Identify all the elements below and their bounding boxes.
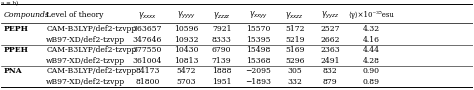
Text: 7921: 7921 (212, 25, 231, 33)
Text: Compounds: Compounds (4, 11, 49, 19)
Text: 10932: 10932 (174, 36, 199, 44)
Text: 8333: 8333 (212, 36, 232, 44)
Text: 4.44: 4.44 (363, 46, 380, 54)
Text: 305: 305 (287, 67, 302, 75)
Text: 1888: 1888 (212, 67, 231, 75)
Text: 5172: 5172 (285, 25, 304, 33)
Text: CAM-B3LYP/def2-tzvpp: CAM-B3LYP/def2-tzvpp (46, 67, 137, 75)
Text: CAM-B3LYP/def2-tzvpp: CAM-B3LYP/def2-tzvpp (46, 46, 137, 54)
Text: Level of theory: Level of theory (46, 11, 103, 19)
Text: 4.32: 4.32 (363, 25, 380, 33)
Text: 0.90: 0.90 (363, 67, 380, 75)
Text: 5169: 5169 (285, 46, 304, 54)
Text: 332: 332 (287, 78, 302, 86)
Text: $\gamma_{yyzz}$: $\gamma_{yyzz}$ (321, 10, 339, 21)
Text: $\gamma_{yyyy}$: $\gamma_{yyyy}$ (177, 10, 196, 21)
Text: ⟨γ⟩×10⁻³⁵esu: ⟨γ⟩×10⁻³⁵esu (348, 11, 394, 19)
Text: 84173: 84173 (135, 67, 160, 75)
Text: 15498: 15498 (246, 46, 270, 54)
Text: a = b): a = b) (1, 1, 18, 7)
Text: 5472: 5472 (177, 67, 196, 75)
Text: $\gamma_{xxzz}$: $\gamma_{xxzz}$ (285, 10, 304, 21)
Text: 15395: 15395 (246, 36, 271, 44)
Text: 2527: 2527 (320, 25, 340, 33)
Text: 1951: 1951 (212, 78, 231, 86)
Text: 832: 832 (323, 67, 337, 75)
Text: 7139: 7139 (212, 57, 231, 65)
Text: $\gamma_{xxyy}$: $\gamma_{xxyy}$ (248, 10, 268, 21)
Text: 2491: 2491 (320, 57, 340, 65)
Text: 377550: 377550 (133, 46, 162, 54)
Text: 879: 879 (323, 78, 337, 86)
Text: 10813: 10813 (174, 57, 199, 65)
Text: 81800: 81800 (135, 78, 160, 86)
Text: 347646: 347646 (133, 36, 162, 44)
Text: $\gamma_{xxxx}$: $\gamma_{xxxx}$ (138, 10, 157, 21)
Text: 15570: 15570 (246, 25, 270, 33)
Text: 361004: 361004 (133, 57, 162, 65)
Text: wB97-XD/def2-tzvpp: wB97-XD/def2-tzvpp (46, 78, 125, 86)
Text: PEPH: PEPH (4, 25, 28, 33)
Text: 4.16: 4.16 (363, 36, 380, 44)
Text: $\gamma_{zzzz}$: $\gamma_{zzzz}$ (213, 10, 231, 21)
Text: −1893: −1893 (245, 78, 271, 86)
Text: 2662: 2662 (320, 36, 340, 44)
Text: PNA: PNA (4, 67, 22, 75)
Text: 6790: 6790 (212, 46, 231, 54)
Text: 5703: 5703 (176, 78, 196, 86)
Text: 2363: 2363 (320, 46, 340, 54)
Text: 10596: 10596 (174, 25, 199, 33)
Text: 5296: 5296 (285, 57, 304, 65)
Text: 0.89: 0.89 (363, 78, 380, 86)
Text: 363657: 363657 (133, 25, 162, 33)
Text: 5219: 5219 (285, 36, 304, 44)
Text: wB97-XD/def2-tzvpp: wB97-XD/def2-tzvpp (46, 57, 125, 65)
Text: PPEH: PPEH (4, 46, 28, 54)
Text: 4.28: 4.28 (363, 57, 380, 65)
Text: wB97-XD/def2-tzvpp: wB97-XD/def2-tzvpp (46, 36, 125, 44)
Text: 15368: 15368 (246, 57, 271, 65)
Text: CAM-B3LYP/def2-tzvpp: CAM-B3LYP/def2-tzvpp (46, 25, 137, 33)
Text: −2095: −2095 (245, 67, 271, 75)
Text: 10430: 10430 (174, 46, 199, 54)
